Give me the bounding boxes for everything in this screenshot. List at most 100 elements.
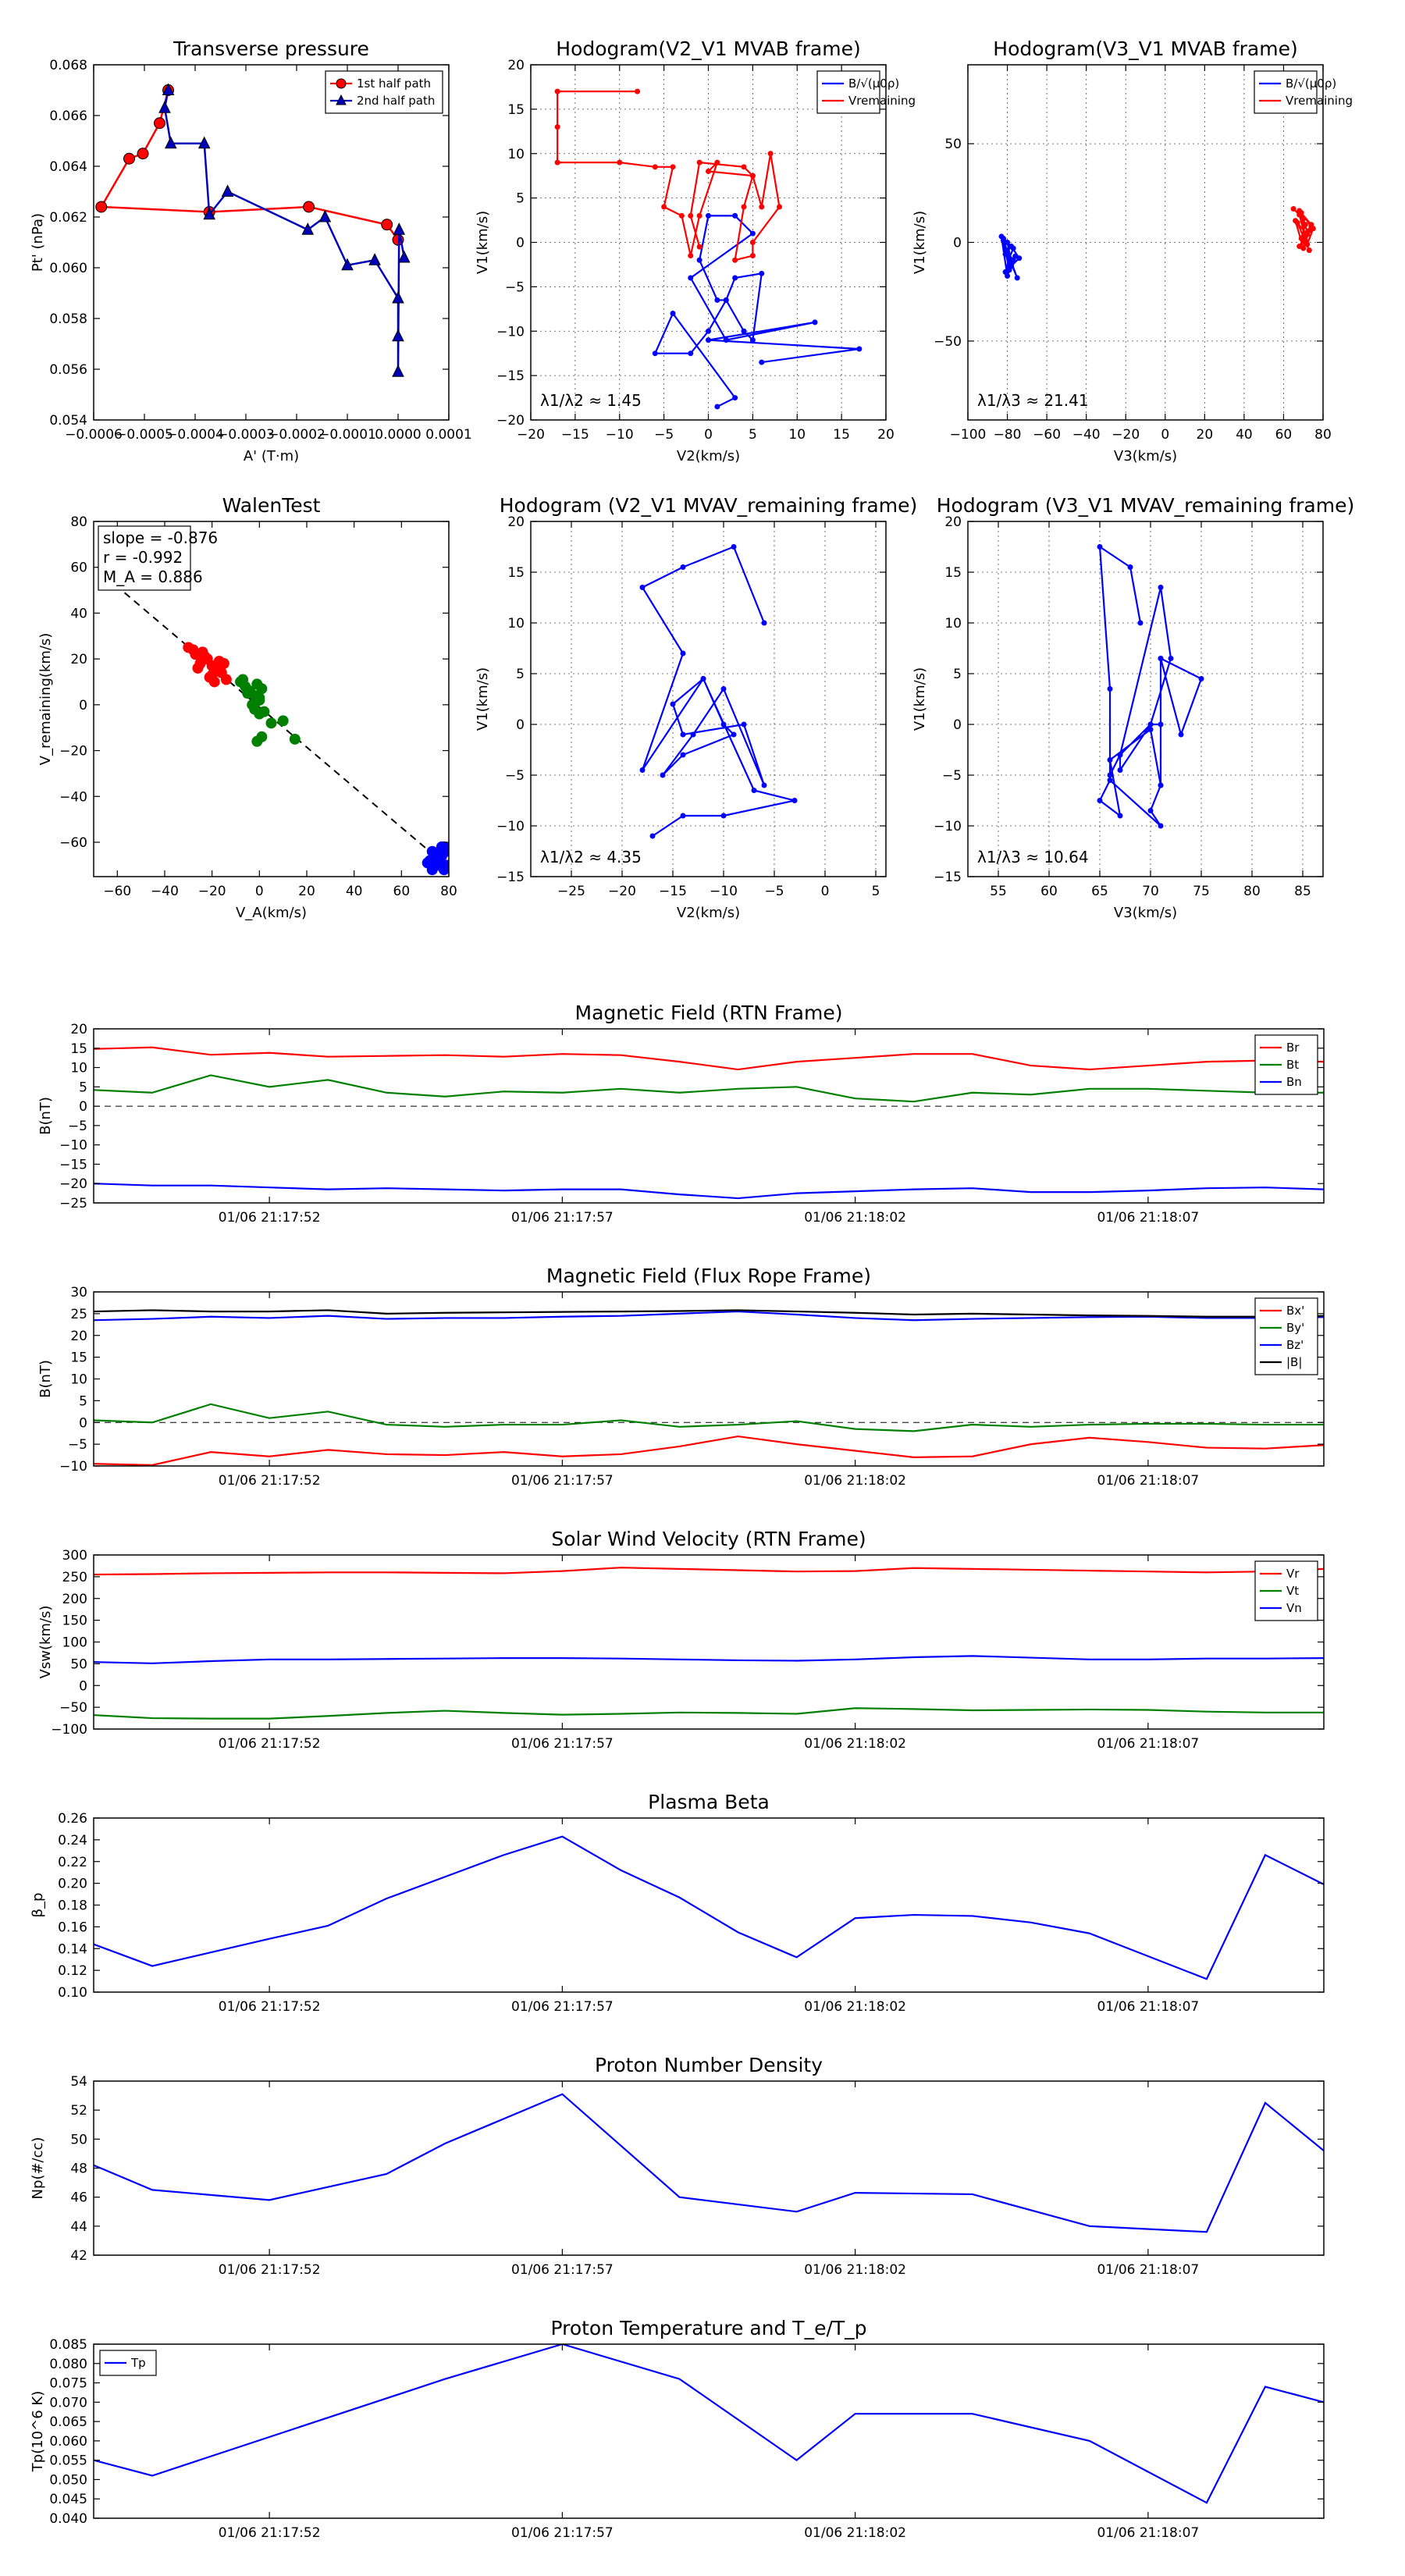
point-marker (777, 204, 782, 210)
point-marker (1147, 721, 1154, 728)
y-tick-label: 200 (62, 1592, 87, 1607)
point-marker (1107, 757, 1113, 763)
point-marker (1198, 676, 1204, 681)
axes-frame (93, 1817, 1325, 1993)
chart-title: Magnetic Field (RTN Frame) (575, 1002, 843, 1024)
point-marker (720, 721, 727, 728)
point-marker (688, 212, 694, 219)
y-tick-label: 0.12 (58, 1963, 87, 1979)
x-tick-label: −60 (103, 884, 131, 899)
legend-label: |B| (1286, 1355, 1302, 1369)
point-marker (791, 798, 798, 803)
x-tick-label: 20 (1197, 427, 1214, 443)
legend-label: Bn (1286, 1075, 1302, 1089)
point-marker (696, 257, 702, 263)
series-group (94, 1046, 1324, 1200)
point-marker (554, 159, 560, 165)
point-marker (1107, 777, 1113, 783)
point-marker (1005, 272, 1011, 279)
x-tick-label: −15 (561, 427, 589, 443)
point-blue (426, 845, 438, 857)
y-tick-label: 5 (79, 1393, 87, 1409)
point-green (265, 717, 277, 729)
x-tick-label: 01/06 21:18:02 (804, 1999, 906, 2015)
series-group (94, 1567, 1324, 1720)
x-tick-label: 01/06 21:18:02 (804, 1736, 906, 1752)
axes-frame (967, 521, 1324, 877)
series-vn-line (94, 1655, 1324, 1664)
point-red (187, 644, 199, 656)
y-axis-label: β_p (30, 1893, 46, 1918)
y-tick-label: 5 (516, 191, 525, 207)
point-marker (761, 620, 767, 626)
point-marker (761, 782, 767, 788)
point-marker (661, 204, 667, 210)
x-axis-label: A' (T·m) (244, 448, 299, 464)
y-tick-label: −20 (59, 744, 87, 760)
x-tick-label: 60 (1275, 427, 1293, 443)
point-marker (1158, 721, 1164, 728)
y-tick-label: 25 (70, 1307, 87, 1322)
legend-label: Vremaining (1286, 94, 1353, 108)
y-axis-label: B(nT) (37, 1360, 54, 1398)
y-tick-label: 52 (70, 2103, 87, 2119)
y-tick-label: 0.055 (49, 2453, 87, 2469)
y-tick-label: 0.075 (49, 2376, 87, 2392)
series-bx--line (94, 1435, 1324, 1466)
y-tick-label: −15 (934, 870, 962, 885)
point-marker (680, 564, 686, 570)
x-tick-label: 15 (833, 427, 850, 443)
chart-p11: 01/06 21:17:52 01/06 21:17:57 01/06 21:18:… (30, 2054, 1325, 2278)
series-group (94, 2093, 1324, 2233)
point-marker (381, 219, 393, 231)
y-tick-label: −10 (496, 819, 525, 834)
point-marker (812, 319, 818, 326)
y-axis-label: B(nT) (37, 1097, 54, 1135)
point-marker (706, 328, 711, 334)
point-marker (197, 136, 211, 149)
y-tick-label: 20 (507, 514, 525, 530)
point-marker (723, 337, 729, 343)
legend: Tp (99, 2350, 157, 2376)
chart-title: Transverse pressure (173, 37, 369, 60)
point-marker (720, 813, 727, 819)
chart-title: Magnetic Field (Flux Rope Frame) (546, 1265, 871, 1287)
y-tick-label: 20 (507, 58, 525, 73)
x-tick-label: −40 (151, 884, 179, 899)
y-axis-label: Np(#/cc) (30, 2137, 46, 2200)
y-axis-label: V1(km/s) (912, 667, 928, 731)
point-green (254, 692, 265, 704)
series-vt-line (94, 1707, 1324, 1720)
point-marker (678, 212, 685, 219)
x-tick-label: 0 (1161, 427, 1169, 443)
point-marker (700, 676, 706, 681)
legend-box (1254, 70, 1318, 114)
point-marker (1010, 257, 1016, 263)
y-tick-label: 48 (70, 2161, 87, 2177)
point-marker (741, 204, 747, 210)
point-marker (1158, 656, 1164, 661)
point-marker (1302, 222, 1308, 228)
point-marker (203, 207, 216, 220)
y-tick-label: 0.065 (49, 2414, 87, 2430)
y-tick-label: −5 (68, 1437, 87, 1453)
x-tick-label: 01/06 21:18:02 (804, 1473, 906, 1489)
y-tick-label: 10 (944, 616, 962, 632)
x-tick-label: 75 (1193, 884, 1210, 899)
chart-title: Proton Number Density (595, 2054, 823, 2076)
y-tick-label: 100 (62, 1635, 87, 1651)
point-red (192, 662, 204, 674)
point-marker (1304, 231, 1311, 237)
y-tick-label: −50 (59, 1700, 87, 1716)
point-marker (741, 328, 747, 334)
axes-frame (93, 64, 450, 421)
chart-p3: −100 −80 −60 −40 −20 0 20 40 60 80 −50 0 50 Hodogram(… (912, 37, 1353, 464)
y-tick-label: −60 (59, 835, 87, 851)
y-tick-label: 20 (944, 514, 962, 530)
legend: 1st half path 2nd half path (325, 70, 443, 114)
legend-marker (336, 78, 347, 89)
point-green (256, 683, 268, 695)
point-marker (767, 151, 774, 157)
